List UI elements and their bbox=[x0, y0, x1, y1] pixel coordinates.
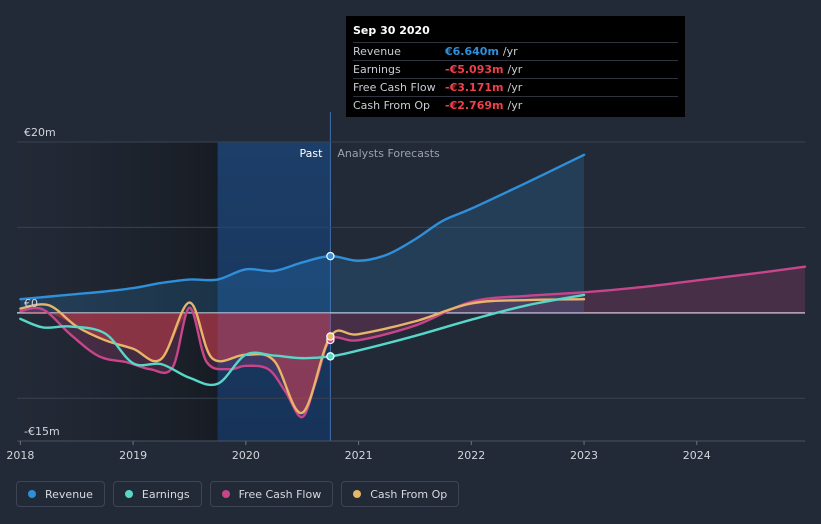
x-tick-label: 2023 bbox=[570, 449, 598, 462]
point-marker-earnings bbox=[326, 352, 335, 361]
x-tick-label: 2019 bbox=[119, 449, 147, 462]
series-line-revenue bbox=[19, 153, 586, 301]
y-tick-label: -€15m bbox=[24, 425, 60, 438]
x-tick-label: 2020 bbox=[232, 449, 260, 462]
x-tick-label: 2018 bbox=[6, 449, 34, 462]
legend-label: Free Cash Flow bbox=[238, 487, 322, 501]
tooltip-row-cash-from-op: Cash From Op -€2.769m /yr bbox=[353, 96, 678, 114]
legend-dot-icon bbox=[221, 490, 230, 498]
legend-dot-icon bbox=[28, 490, 36, 498]
tooltip-value: €6.640m bbox=[445, 45, 499, 58]
tooltip-value: -€5.093m bbox=[445, 63, 504, 76]
legend-dot-icon bbox=[353, 490, 362, 498]
x-tick-label: 2021 bbox=[345, 449, 373, 462]
series-line-free-cash-flow bbox=[19, 265, 807, 419]
x-tick-label: 2024 bbox=[683, 449, 711, 462]
legend-toggle-free-cash-flow[interactable]: Free Cash Flow bbox=[209, 481, 334, 507]
legend-label: Earnings bbox=[141, 487, 190, 501]
legend-toggle-earnings[interactable]: Earnings bbox=[112, 481, 202, 507]
legend-toggle-revenue[interactable]: Revenue bbox=[16, 481, 105, 507]
tooltip-unit: /yr bbox=[507, 63, 523, 76]
grid-lines bbox=[17, 141, 805, 445]
series-line-earnings bbox=[19, 293, 586, 387]
tooltip-row-revenue: Revenue €6.640m /yr bbox=[353, 42, 678, 60]
y-tick-label: €0 bbox=[24, 297, 38, 310]
hover-tooltip: Sep 30 2020 Revenue €6.640m /yr Earnings… bbox=[346, 16, 685, 117]
tooltip-unit: /yr bbox=[502, 45, 518, 58]
past-region bbox=[20, 142, 218, 441]
chart-legend: Revenue Earnings Free Cash Flow Cash Fro… bbox=[16, 481, 460, 507]
legend-label: Cash From Op bbox=[370, 487, 448, 501]
x-tick-label: 2022 bbox=[457, 449, 485, 462]
tooltip-label: Cash From Op bbox=[353, 99, 431, 112]
tooltip-date: Sep 30 2020 bbox=[353, 24, 430, 37]
tooltip-row-free-cash-flow: Free Cash Flow -€3.171m /yr bbox=[353, 78, 678, 96]
forecast-label: Analysts Forecasts bbox=[337, 147, 440, 160]
tooltip-label: Revenue bbox=[353, 45, 401, 58]
point-marker-cash-from-op bbox=[326, 332, 335, 341]
y-tick-label: €20m bbox=[24, 126, 56, 139]
series-area-revenue bbox=[20, 154, 585, 313]
legend-dot-icon bbox=[124, 490, 133, 498]
tooltip-row-earnings: Earnings -€5.093m /yr bbox=[353, 60, 678, 78]
tooltip-label: Free Cash Flow bbox=[353, 81, 436, 94]
tooltip-value: -€3.171m bbox=[445, 81, 504, 94]
series-area-free-cash-flow bbox=[20, 266, 806, 418]
tooltip-value: -€2.769m bbox=[445, 99, 504, 112]
legend-toggle-cash-from-op[interactable]: Cash From Op bbox=[341, 481, 460, 507]
tooltip-unit: /yr bbox=[507, 81, 523, 94]
tooltip-unit: /yr bbox=[507, 99, 523, 112]
past-label: Past bbox=[299, 147, 323, 160]
tooltip-label: Earnings bbox=[353, 63, 401, 76]
point-marker-revenue bbox=[326, 251, 335, 261]
legend-label: Revenue bbox=[45, 487, 93, 501]
